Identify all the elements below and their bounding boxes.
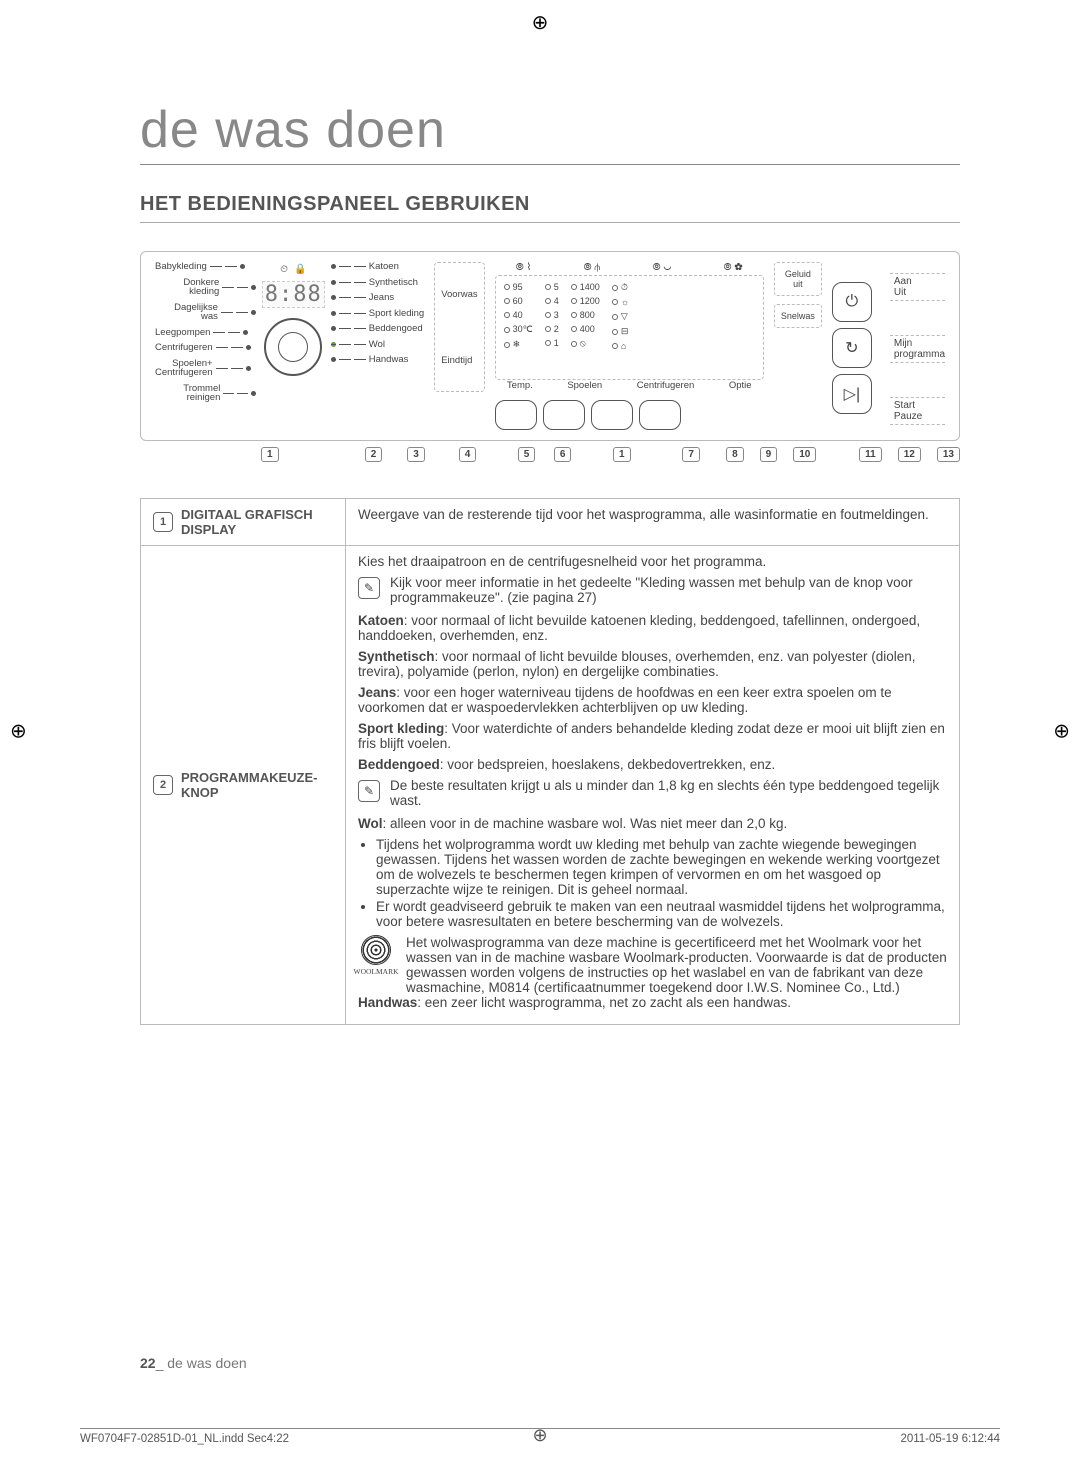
wol-intro: : alleen voor in de machine wasbare wol.… [383, 816, 788, 831]
crop-mark-bottom: ⊕ [532, 1425, 547, 1446]
sport-hd: Sport kleding [358, 721, 444, 736]
callout-13: 13 [937, 447, 960, 462]
start-pause-button: ▷| [832, 374, 872, 414]
info-icon: ✎ [358, 577, 380, 599]
prog-left-item: Centrifugeren [155, 343, 256, 353]
jeans-text: : voor een hoger waterniveau tijdens de … [358, 685, 892, 715]
row1-text: Weergave van de resterende tijd voor het… [358, 507, 947, 522]
woolmark-text: Het wolwasprogramma van deze machine is … [406, 935, 947, 995]
sport-text: : Voor waterdichte of anders behandelde … [358, 721, 945, 751]
prog-left-item: Babykleding [155, 262, 256, 272]
callout-12: 12 [898, 447, 921, 462]
callout-numbers-row: 123456178910111213 [140, 447, 960, 462]
callout-8: 8 [726, 447, 744, 462]
callout-3: 3 [407, 447, 425, 462]
voorwas-label: Voorwas [441, 289, 477, 300]
woolmark-logo: WOOLMARK [358, 935, 394, 976]
opt-header: Optie [729, 380, 752, 391]
row2-intro: Kies het draaipatroon en de centrifugesn… [358, 554, 947, 569]
spoelen-button [543, 400, 585, 430]
synth-hd: Synthetisch [358, 649, 435, 664]
opt-header: Temp. [507, 380, 533, 391]
opt-header: Centrifugeren [637, 380, 695, 391]
callout-1: 1 [261, 447, 279, 462]
start-pauze-label: StartPauze [890, 397, 945, 425]
row2-info2: De beste resultaten krijgt u als u minde… [390, 778, 947, 808]
synth-text: : voor normaal of licht bevuilde blouses… [358, 649, 916, 679]
centrif-button [591, 400, 633, 430]
row1-number: 1 [153, 512, 173, 532]
program-dial [264, 318, 322, 376]
prog-right-item: Jeans [331, 293, 424, 303]
prewash-endtime-group: Voorwas Eindtijd [434, 262, 484, 392]
digital-display: 8:88 [262, 281, 325, 308]
optie-button [639, 400, 681, 430]
prog-left-item: Dagelijkse was [155, 303, 256, 322]
callout-4: 4 [459, 447, 477, 462]
callout-10: 10 [793, 447, 816, 462]
geluid-uit-button: Geluid uit [774, 262, 822, 296]
prog-right-item: Synthetisch [331, 278, 424, 288]
programs-right: Katoen Synthetisch Jeans Sport kleding Bedde… [331, 262, 424, 365]
snelwas-button: Snelwas [774, 304, 822, 328]
callout-2: 2 [365, 447, 383, 462]
prog-right-item: Handwas [331, 355, 424, 365]
callout-11: 11 [859, 447, 882, 462]
wol-bullet-2: Er wordt geadviseerd gebruik te maken va… [376, 899, 947, 929]
print-footer: WF0704F7-02851D-01_NL.indd Sec4:22 ⊕ 201… [80, 1428, 1000, 1445]
page-number: 22 [140, 1355, 156, 1371]
print-file: WF0704F7-02851D-01_NL.indd Sec4:22 [80, 1433, 289, 1445]
control-panel-diagram: Babykleding Donkere kleding Dagelijkse was… [140, 251, 960, 441]
opt-icon: ⦾ ✿ [724, 262, 743, 273]
mijn-programma-label: Mijn programma [890, 335, 945, 363]
callout-7: 7 [682, 447, 700, 462]
aan-uit-label: AanUit [890, 273, 945, 301]
programs-left: Babykleding Donkere kleding Dagelijkse was… [155, 262, 256, 403]
callout-1: 1 [613, 447, 631, 462]
prog-right-item: Beddengoed [331, 324, 424, 334]
woolmark-label: WOOLMARK [354, 967, 399, 976]
opt-header: Spoelen [567, 380, 602, 391]
description-table: 1 DIGITAAL GRAFISCH DISPLAY Weergave van… [140, 498, 960, 1025]
row1-label: DIGITAAL GRAFISCH DISPLAY [181, 507, 333, 537]
jeans-hd: Jeans [358, 685, 396, 700]
rinse-icon: ⦾ ⫛ [584, 262, 601, 273]
handwas-hd: Handwas [358, 995, 417, 1010]
wash-icon: ⦾ ⌇ [516, 262, 532, 273]
prog-right-item: Sport kleding [331, 309, 424, 319]
eindtijd-label: Eindtijd [441, 355, 477, 366]
prog-right-item: Wol [331, 340, 424, 350]
prog-left-item: Donkere kleding [155, 278, 256, 297]
clock-icon: ⏲ [280, 264, 288, 275]
spin-icon: ⦾ ◡ [653, 262, 672, 273]
row2-label: PROGRAMMAKEUZE-KNOP [181, 770, 333, 800]
power-button: ⏻ [832, 282, 872, 322]
page-label: de was doen [167, 1355, 246, 1371]
page-footer: 22_ de was doen [140, 1355, 960, 1371]
section-subtitle: HET BEDIENINGSPANEEL GEBRUIKEN [140, 193, 960, 223]
prog-left-item: Spoelen+ Centrifugeren [155, 359, 256, 378]
row2-info1: Kijk voor meer informatie in het gedeelt… [390, 575, 947, 605]
callout-6: 6 [554, 447, 572, 462]
lock-icon: 🔒 [294, 264, 306, 275]
options-grid: 95604030℃❄5432114001200800400⦸⏱☼▽⊟⌂ [495, 275, 764, 380]
callout-9: 9 [760, 447, 778, 462]
page-title: de was doen [140, 100, 960, 165]
katoen-hd: Katoen [358, 613, 404, 628]
my-program-button: ↻ [832, 328, 872, 368]
bed-hd: Beddengoed [358, 757, 440, 772]
bed-text: : voor bedspreien, hoeslakens, dekbedove… [440, 757, 775, 772]
wol-hd: Wol [358, 816, 383, 831]
handwas-text: : een zeer licht wasprogramma, net zo za… [417, 995, 791, 1010]
info-icon: ✎ [358, 780, 380, 802]
callout-5: 5 [518, 447, 536, 462]
print-date: 2011-05-19 6:12:44 [900, 1433, 1000, 1445]
row2-number: 2 [153, 775, 173, 795]
prog-left-item: Leegpompen [155, 328, 256, 338]
prog-right-item: Katoen [331, 262, 424, 272]
katoen-text: : voor normaal of licht bevuilde katoene… [358, 613, 920, 643]
prog-left-item: Trommel reinigen [155, 384, 256, 403]
temp-button [495, 400, 537, 430]
wol-bullet-1: Tijdens het wolprogramma wordt uw kledin… [376, 837, 947, 897]
